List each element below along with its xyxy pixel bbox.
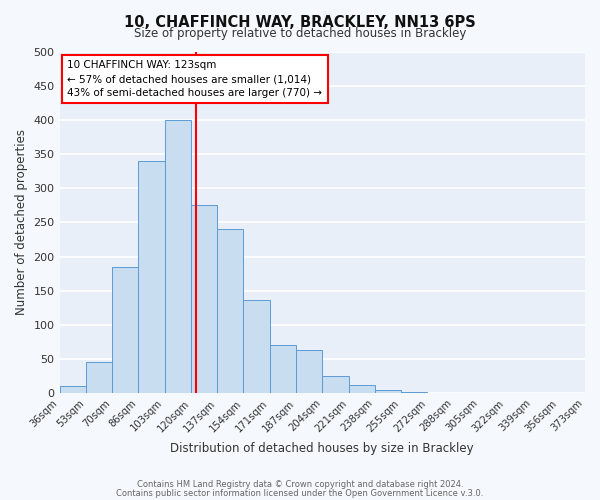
Bar <box>349 385 375 393</box>
Bar <box>191 206 217 393</box>
Bar <box>454 392 480 393</box>
Bar <box>322 376 349 393</box>
Text: 10, CHAFFINCH WAY, BRACKLEY, NN13 6PS: 10, CHAFFINCH WAY, BRACKLEY, NN13 6PS <box>124 15 476 30</box>
Bar <box>139 161 164 393</box>
Bar <box>270 346 296 393</box>
Bar <box>480 392 506 393</box>
Bar <box>59 386 86 393</box>
Bar <box>164 120 191 393</box>
Text: Contains HM Land Registry data © Crown copyright and database right 2024.: Contains HM Land Registry data © Crown c… <box>137 480 463 489</box>
Bar <box>559 392 585 393</box>
Text: Size of property relative to detached houses in Brackley: Size of property relative to detached ho… <box>134 28 466 40</box>
Bar <box>296 350 322 393</box>
Bar <box>375 390 401 393</box>
Bar <box>401 392 427 393</box>
Bar <box>427 392 454 393</box>
X-axis label: Distribution of detached houses by size in Brackley: Distribution of detached houses by size … <box>170 442 474 455</box>
Bar <box>112 267 139 393</box>
Bar <box>244 300 270 393</box>
Bar <box>86 362 112 393</box>
Y-axis label: Number of detached properties: Number of detached properties <box>15 130 28 316</box>
Bar <box>217 229 244 393</box>
Text: Contains public sector information licensed under the Open Government Licence v.: Contains public sector information licen… <box>116 488 484 498</box>
Text: 10 CHAFFINCH WAY: 123sqm
← 57% of detached houses are smaller (1,014)
43% of sem: 10 CHAFFINCH WAY: 123sqm ← 57% of detach… <box>67 60 322 98</box>
Bar <box>506 392 532 393</box>
